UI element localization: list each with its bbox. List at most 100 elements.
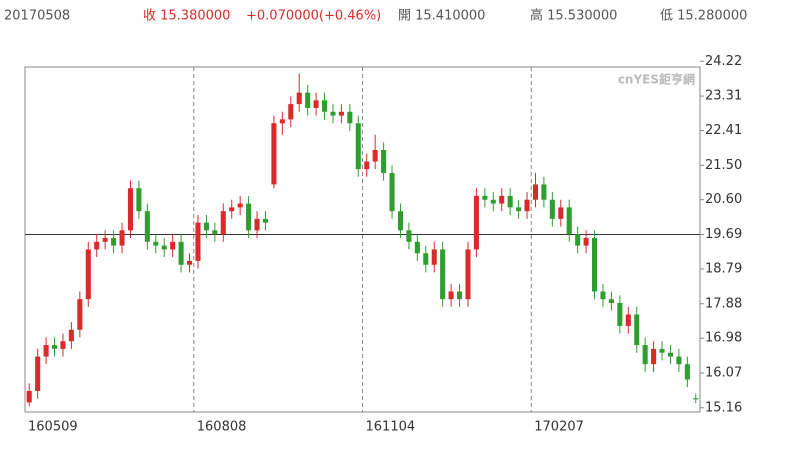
candle-body [237, 203, 243, 208]
header-low: 低 15.280000 [660, 9, 747, 24]
candle-body [600, 291, 606, 300]
candle-body [397, 211, 403, 231]
y-tick-label: 21.50 [705, 158, 742, 173]
candle-body [676, 356, 682, 365]
candle-body [26, 390, 32, 403]
candle-body [372, 149, 378, 162]
candle-body [262, 218, 268, 223]
candle-body [575, 234, 581, 246]
candle-body [448, 291, 454, 300]
candle-body [77, 299, 83, 330]
candle-body [364, 161, 370, 170]
candle-body [414, 241, 420, 254]
candle-body [220, 211, 226, 235]
candle-body [355, 123, 361, 170]
y-tick-label: 20.60 [705, 192, 742, 207]
candle-body [229, 207, 235, 212]
candle-body [347, 111, 353, 124]
candle-body [592, 237, 598, 292]
candle-body [296, 92, 302, 105]
candle-body [305, 92, 311, 108]
candle-body [271, 123, 277, 185]
candle-body [68, 329, 74, 342]
y-tick-label: 15.16 [705, 400, 742, 415]
candle-body [608, 299, 614, 303]
candle-body [524, 199, 530, 212]
candle-body [195, 222, 201, 261]
candle-body [254, 218, 260, 231]
candle-body [473, 195, 479, 250]
header-change: +0.070000(+0.46%) [246, 9, 381, 24]
candle-body [490, 199, 496, 204]
candle-body [423, 253, 429, 265]
candle-body [203, 222, 209, 231]
candle-body [322, 100, 328, 112]
candle-body [440, 249, 446, 300]
candle-body [153, 241, 159, 246]
candle-body [516, 207, 522, 212]
header-high: 高 15.530000 [530, 8, 617, 24]
candle-body [60, 341, 66, 349]
candle-body [625, 314, 631, 326]
candle-body [111, 237, 117, 246]
candle-body [43, 345, 49, 357]
candle-body [431, 249, 437, 265]
candle-body [102, 237, 108, 242]
candle-body [389, 172, 395, 212]
candle-body [161, 245, 167, 250]
candle-body [144, 211, 150, 242]
candle-body [634, 314, 640, 346]
header-close: 收 15.380000 [143, 9, 230, 24]
candle-body [338, 111, 344, 116]
x-tick-label: 170207 [534, 420, 584, 435]
candle-body [330, 111, 336, 116]
candle-body [178, 241, 184, 265]
candle-body [212, 230, 218, 235]
candle-body [507, 195, 513, 208]
candle-body [170, 241, 176, 250]
candle-body [127, 188, 133, 231]
candle-body [119, 230, 125, 246]
candle-body [457, 291, 463, 300]
candle-body [187, 260, 193, 265]
candle-body [465, 249, 471, 300]
candle-body [313, 100, 319, 108]
candle-body [583, 237, 589, 246]
y-tick-label: 23.31 [705, 89, 742, 104]
x-tick-label: 160509 [28, 420, 78, 435]
candle-body [651, 348, 657, 365]
candle-body [659, 348, 665, 353]
candle-body [136, 188, 142, 212]
candle-body [499, 195, 505, 204]
candle-body [642, 345, 648, 365]
y-tick-label: 22.41 [705, 123, 742, 138]
y-tick-label: 16.98 [705, 331, 742, 346]
y-tick-label: 18.79 [705, 261, 742, 276]
candle-body [246, 203, 252, 231]
watermark: cnYES鉅亨網 [618, 72, 695, 87]
candle-body [279, 119, 285, 124]
candle-body [684, 364, 690, 380]
candle-body [566, 207, 572, 235]
candle-body [35, 356, 41, 391]
candle-body [482, 195, 488, 200]
candle-body [558, 207, 564, 219]
candle-body [693, 398, 699, 400]
candle-body [532, 184, 538, 200]
candle-body [52, 345, 58, 349]
candle-body [381, 149, 387, 173]
y-tick-label: 19.69 [705, 227, 742, 242]
x-tick-label: 160808 [197, 420, 247, 435]
candle-body [549, 199, 555, 219]
candle-body [617, 302, 623, 326]
header-open: 開 15.410000 [398, 9, 485, 24]
y-tick-label: 24.22 [705, 54, 742, 69]
candle-body [288, 104, 294, 120]
candle-body [667, 352, 673, 357]
x-tick-label: 161104 [366, 420, 416, 435]
candle-body [406, 230, 412, 242]
candle-body [94, 241, 100, 250]
candle-body [541, 184, 547, 200]
header-date: 20170508 [4, 9, 70, 24]
